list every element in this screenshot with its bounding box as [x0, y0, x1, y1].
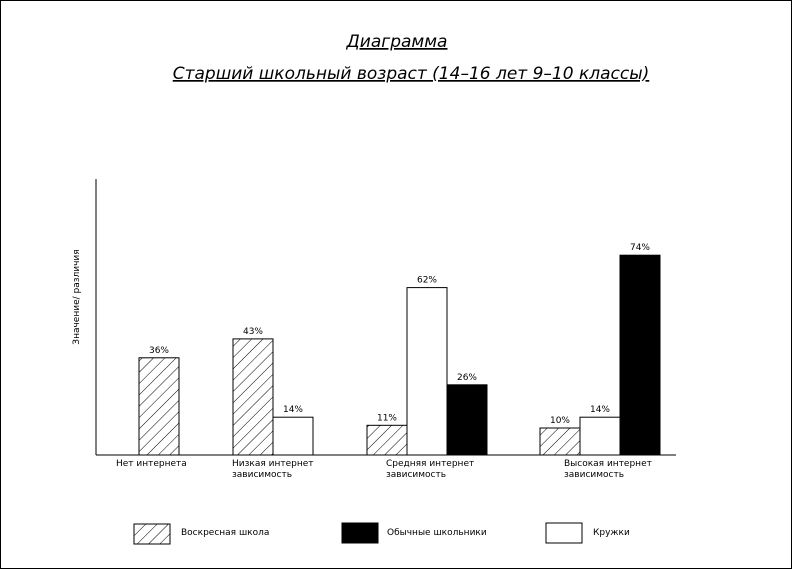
data-label-1-1: 14%: [283, 405, 303, 415]
category-label-3-0: Высокая интернет: [564, 459, 652, 469]
bar-3-2: [619, 254, 661, 456]
bar-2-1: [406, 287, 448, 456]
bar-1-0: [232, 338, 274, 456]
bar-1-1: [272, 416, 314, 456]
data-label-3-1: 14%: [590, 405, 610, 415]
data-label-3-2: 74%: [630, 243, 650, 253]
legend-swatch-2: [545, 522, 583, 544]
chart-subtitle: Старший школьный возраст (14–16 лет 9–10…: [173, 64, 650, 84]
bar-2-0: [366, 424, 408, 456]
y-axis-label: Значение/ различия: [72, 249, 82, 344]
legend: Воскресная школа Обычные школьники Кружки: [133, 522, 630, 545]
data-label-2-0: 11%: [377, 413, 397, 423]
data-label-1-0: 43%: [243, 327, 263, 337]
category-label-1-0: Низкая интернет: [232, 459, 314, 469]
data-label-3-0: 10%: [550, 416, 570, 426]
legend-label-0: Воскресная школа: [181, 528, 269, 538]
category-label-2-0: Средняя интернет: [386, 459, 474, 469]
data-label-0-0: 36%: [149, 346, 169, 356]
bar-3-0: [539, 427, 581, 456]
data-label-2-2: 26%: [457, 373, 477, 383]
category-label-1-1: зависимость: [232, 470, 292, 480]
bar-2-2: [446, 384, 488, 456]
legend-swatch-1: [341, 522, 379, 544]
legend-label-2: Кружки: [593, 528, 630, 538]
category-label-3-1: зависимость: [564, 470, 624, 480]
data-label-2-1: 62%: [417, 276, 437, 286]
category-label-2-1: зависимость: [386, 470, 446, 480]
bars-group: 36% 43% 14% 11% 62% 26% 10% 14% 74%: [138, 243, 661, 456]
legend-swatch-0: [133, 523, 171, 545]
bar-0-0: [138, 357, 180, 456]
bar-3-1: [579, 416, 621, 456]
legend-label-1: Обычные школьники: [387, 528, 487, 538]
category-label-0-0: Нет интернета: [116, 459, 187, 469]
category-labels: Нет интернета Низкая интернетзависимостьС…: [116, 459, 652, 480]
chart-title: Диаграмма: [346, 32, 448, 52]
